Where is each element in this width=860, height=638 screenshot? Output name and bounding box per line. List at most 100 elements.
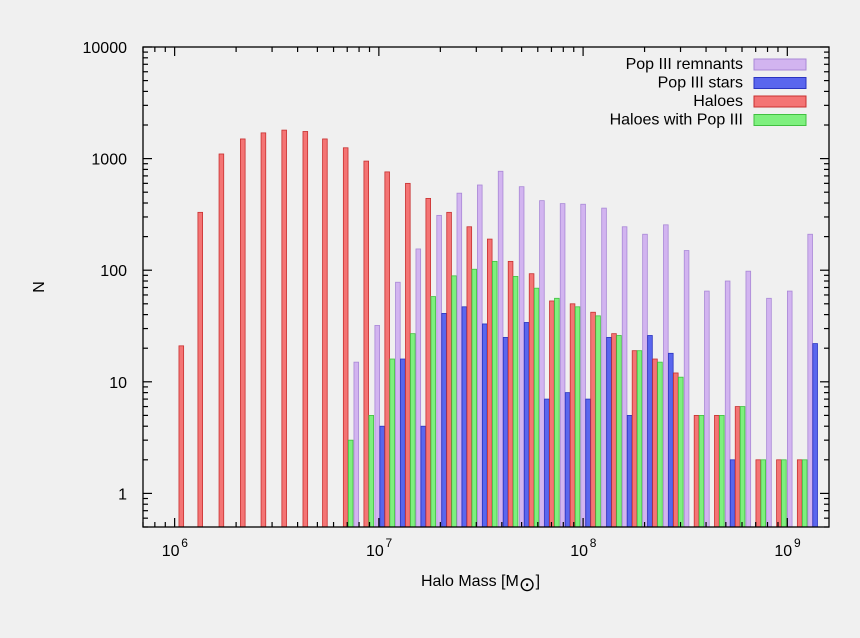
bar-haloes-with-pop-iii-15 [491, 260, 498, 528]
bar-haloes-with-pop-iii-29 [781, 459, 787, 528]
y-tick-label: 10 [109, 375, 127, 392]
bar-haloes-11 [405, 182, 411, 528]
bar-pop-iii-stars-23 [647, 335, 653, 528]
y-axis-label: N [31, 281, 48, 293]
bar-pop-iii-remnants-9 [353, 361, 360, 528]
bar-pop-iii-remnants-26 [704, 290, 710, 528]
bar-haloes-19 [569, 303, 576, 528]
bar-haloes-5 [281, 129, 287, 528]
bar-haloes-29 [776, 459, 782, 528]
bar-haloes-with-pop-iii-23 [657, 361, 663, 528]
bar-haloes-with-pop-iii-19 [574, 306, 581, 528]
bar-pop-iii-remnants-13 [436, 214, 442, 528]
x-tick-label: 10 [366, 543, 384, 560]
bar-haloes-4 [260, 132, 267, 528]
legend-label: Haloes with Pop III [610, 112, 743, 129]
bar-haloes-27 [734, 406, 741, 528]
bar-haloes-8 [342, 147, 349, 528]
x-axis-label: Halo Mass [M⊙] [421, 573, 540, 596]
bar-pop-iii-remnants-23 [642, 233, 648, 528]
y-tick-label: 100 [100, 263, 127, 280]
bar-pop-iii-remnants-15 [477, 184, 483, 528]
bar-pop-iii-stars-16 [502, 336, 509, 528]
bar-pop-iii-stars-19 [564, 392, 571, 528]
y-tick-label: 1 [118, 486, 127, 503]
bar-pop-iii-remnants-30 [787, 290, 793, 528]
bar-haloes-with-pop-iii-26 [719, 414, 725, 528]
legend-label: Haloes [693, 93, 743, 110]
bar-pop-iii-remnants-25 [683, 250, 690, 528]
bar-pop-iii-remnants-11 [395, 281, 401, 528]
bar-haloes-with-pop-iii-17 [533, 287, 540, 528]
legend-swatch [753, 114, 807, 126]
bar-pop-iii-stars-27 [729, 459, 736, 528]
x-tick-label: 10 [162, 543, 180, 560]
bar-pop-iii-stars-20 [585, 398, 591, 528]
bar-haloes-13 [446, 211, 452, 528]
bar-pop-iii-stars-17 [523, 322, 530, 528]
bar-pop-iii-stars-22 [626, 414, 633, 528]
bar-haloes-with-pop-iii-20 [595, 315, 601, 528]
bar-haloes-with-pop-iii-24 [678, 376, 684, 528]
bar-haloes-22 [631, 350, 638, 528]
bar-haloes-14 [466, 226, 473, 528]
bar-haloes-21 [611, 333, 617, 528]
bar-haloes-0 [178, 345, 185, 528]
bar-pop-iii-remnants-17 [518, 186, 525, 528]
bar-haloes-15 [486, 238, 493, 528]
y-tick-label: 10000 [83, 40, 128, 57]
bar-haloes-6 [302, 131, 309, 528]
y-tick-label: 1000 [91, 152, 127, 169]
bar-haloes-10 [384, 171, 390, 528]
x-tick-exponent: 9 [794, 536, 801, 550]
bar-pop-iii-remnants-12 [415, 248, 422, 528]
bar-pop-iii-stars-24 [668, 352, 674, 528]
bar-pop-iii-remnants-20 [580, 203, 586, 528]
legend-swatch [753, 95, 807, 108]
bar-pop-iii-stars-21 [606, 336, 612, 528]
bar-pop-iii-remnants-29 [766, 297, 772, 528]
bar-haloes-with-pop-iii-11 [410, 333, 416, 528]
bar-haloes-with-pop-iii-9 [368, 414, 374, 528]
bar-pop-iii-remnants-31 [807, 233, 813, 528]
legend-swatch [753, 77, 807, 89]
bar-pop-iii-remnants-28 [745, 270, 752, 528]
bar-haloes-with-pop-iii-21 [616, 335, 622, 528]
bar-haloes-with-pop-iii-16 [512, 275, 519, 528]
bar-pop-iii-stars-10 [379, 425, 385, 528]
bar-haloes-24 [673, 372, 679, 528]
bar-haloes-23 [652, 358, 658, 528]
bar-pop-iii-stars-31 [812, 343, 818, 528]
bar-pop-iii-remnants-21 [601, 207, 607, 528]
bar-pop-iii-remnants-19 [559, 203, 566, 528]
legend-label: Pop III stars [658, 75, 743, 92]
bar-pop-iii-stars-18 [544, 398, 550, 528]
bar-haloes-with-pop-iii-28 [760, 459, 766, 528]
bar-haloes-7 [322, 138, 328, 528]
bar-haloes-with-pop-iii-27 [739, 406, 746, 528]
bar-haloes-25 [693, 414, 700, 528]
x-tick-exponent: 7 [386, 536, 393, 550]
bar-pop-iii-remnants-18 [539, 200, 545, 528]
bar-haloes-3 [240, 138, 246, 528]
bar-haloes-30 [796, 459, 803, 528]
bar-pop-iii-remnants-10 [374, 325, 380, 528]
bar-pop-iii-stars-14 [461, 306, 468, 528]
bar-pop-iii-stars-12 [420, 425, 427, 528]
x-tick-exponent: 6 [181, 536, 188, 550]
bar-haloes-12 [425, 197, 432, 528]
bar-pop-iii-remnants-14 [456, 192, 463, 528]
x-tick-label: 10 [774, 543, 792, 560]
bar-haloes-with-pop-iii-12 [430, 296, 436, 528]
bar-haloes-with-pop-iii-30 [801, 459, 808, 528]
bar-haloes-with-pop-iii-13 [451, 275, 457, 528]
bar-haloes-18 [549, 300, 555, 528]
bar-haloes-26 [714, 414, 720, 528]
bar-haloes-with-pop-iii-10 [389, 358, 395, 528]
bar-haloes-20 [590, 311, 596, 528]
bar-haloes-with-pop-iii-8 [347, 439, 354, 528]
legend-swatch [753, 58, 807, 71]
bar-pop-iii-stars-13 [441, 313, 447, 528]
